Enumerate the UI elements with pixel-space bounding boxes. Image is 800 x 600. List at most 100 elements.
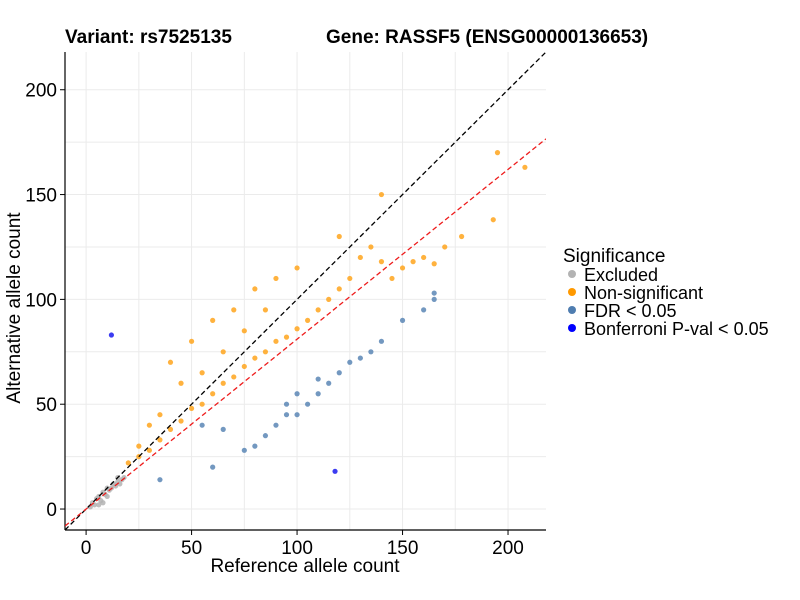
point-excluded — [96, 502, 102, 508]
legend-item-label: FDR < 0.05 — [584, 301, 677, 321]
point-non-significant — [157, 437, 163, 443]
point-fdr-0-05 — [220, 426, 226, 432]
point-non-significant — [136, 443, 142, 449]
point-excluded — [100, 500, 106, 506]
point-non-significant — [357, 254, 363, 261]
point-non-significant — [378, 191, 385, 198]
point-non-significant — [522, 164, 528, 170]
point-non-significant — [262, 307, 269, 313]
point-non-significant — [146, 447, 152, 453]
point-non-significant — [252, 355, 258, 361]
fit-line — [65, 138, 546, 527]
point-non-significant — [294, 326, 300, 332]
point-fdr-0-05 — [421, 307, 427, 313]
point-non-significant — [336, 233, 342, 240]
point-fdr-0-05 — [305, 401, 311, 407]
point-non-significant — [283, 334, 290, 340]
point-non-significant — [241, 328, 247, 334]
point-excluded — [104, 493, 110, 500]
point-non-significant — [442, 244, 448, 250]
point-non-significant — [347, 275, 353, 282]
legend-title: Significance — [563, 246, 665, 267]
point-non-significant — [262, 349, 269, 355]
point-fdr-0-05 — [294, 412, 300, 418]
points — [87, 150, 528, 510]
chart-title-variant: Variant: rs7525135 — [65, 27, 232, 48]
point-fdr-0-05 — [294, 391, 300, 397]
point-fdr-0-05 — [262, 433, 269, 439]
identity-line — [65, 52, 546, 530]
point-non-significant — [273, 338, 279, 344]
point-non-significant — [305, 317, 311, 323]
x-tick-label: 100 — [281, 538, 313, 559]
point-non-significant — [157, 412, 163, 418]
legend-swatch — [568, 288, 576, 296]
point-non-significant — [241, 363, 247, 370]
point-non-significant — [220, 349, 226, 355]
legend: Significance ExcludedNon-significantFDR … — [563, 246, 769, 339]
x-tick-label: 50 — [181, 538, 202, 559]
point-non-significant — [389, 275, 395, 282]
point-fdr-0-05 — [273, 422, 279, 428]
point-non-significant — [220, 380, 226, 386]
point-non-significant — [231, 307, 237, 313]
point-non-significant — [490, 217, 496, 223]
legend-item-label: Excluded — [584, 265, 658, 285]
point-non-significant — [231, 374, 237, 380]
point-fdr-0-05 — [157, 477, 163, 483]
grid — [65, 52, 546, 530]
point-non-significant — [252, 286, 258, 292]
y-tick-label: 50 — [36, 395, 57, 416]
chart-title-gene: Gene: RASSF5 (ENSG00000136653) — [326, 27, 648, 48]
point-non-significant — [199, 370, 205, 376]
point-non-significant — [188, 405, 195, 412]
y-tick-label: 100 — [25, 290, 57, 311]
point-non-significant — [421, 254, 427, 261]
legend-swatch — [568, 324, 576, 332]
point-fdr-0-05 — [241, 447, 247, 453]
point-non-significant — [368, 244, 374, 250]
x-tick-label: 150 — [387, 538, 419, 559]
point-fdr-0-05 — [199, 422, 205, 428]
point-non-significant — [294, 265, 300, 271]
point-fdr-0-05 — [431, 296, 437, 302]
point-fdr-0-05 — [357, 355, 363, 361]
point-non-significant — [326, 296, 332, 302]
x-axis-label: Reference allele count — [210, 556, 400, 577]
point-fdr-0-05 — [283, 412, 290, 418]
legend-swatch — [568, 270, 576, 278]
point-non-significant — [210, 317, 216, 323]
y-axis-label: Alternative allele count — [4, 212, 25, 404]
point-non-significant — [431, 261, 437, 267]
point-fdr-0-05 — [210, 464, 216, 470]
y-tick-label: 0 — [46, 500, 57, 521]
x-tick-label: 200 — [492, 538, 524, 559]
point-non-significant — [273, 275, 279, 282]
point-non-significant — [410, 259, 416, 265]
point-fdr-0-05 — [368, 349, 374, 355]
point-non-significant — [336, 286, 342, 292]
legend-item-label: Bonferroni P-val < 0.05 — [584, 319, 769, 339]
point-non-significant — [146, 422, 152, 428]
point-fdr-0-05 — [326, 380, 332, 386]
legend-item-label: Non-significant — [584, 283, 703, 303]
point-fdr-0-05 — [399, 317, 406, 323]
point-fdr-0-05 — [315, 376, 321, 382]
point-fdr-0-05 — [336, 370, 342, 376]
point-non-significant — [178, 380, 184, 386]
point-fdr-0-05 — [315, 391, 321, 397]
point-fdr-0-05 — [283, 401, 290, 407]
y-tick-label: 150 — [25, 186, 57, 207]
point-non-significant — [178, 418, 184, 424]
point-bonferroni-p-val-0-05 — [332, 468, 338, 474]
point-non-significant — [199, 401, 205, 407]
point-non-significant — [399, 265, 406, 271]
point-non-significant — [167, 359, 174, 365]
point-non-significant — [210, 391, 216, 397]
legend-swatch — [568, 306, 576, 314]
point-non-significant — [167, 426, 174, 432]
point-non-significant — [378, 259, 385, 265]
point-non-significant — [315, 307, 321, 313]
x-tick-label: 0 — [81, 538, 92, 559]
